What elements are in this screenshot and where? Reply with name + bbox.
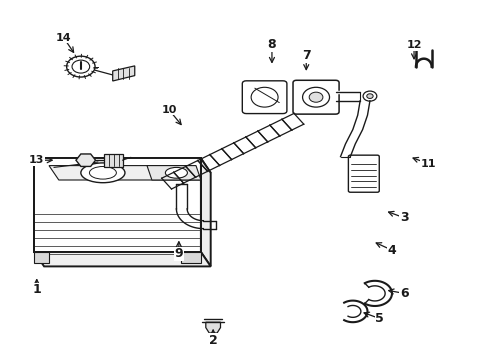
Text: 3: 3 <box>400 211 409 224</box>
Text: 13: 13 <box>29 155 45 165</box>
Ellipse shape <box>81 163 125 183</box>
Polygon shape <box>34 158 201 252</box>
Polygon shape <box>76 154 96 166</box>
Polygon shape <box>113 66 135 81</box>
FancyBboxPatch shape <box>243 81 287 114</box>
Text: 8: 8 <box>268 39 276 51</box>
Text: 7: 7 <box>302 49 311 62</box>
FancyBboxPatch shape <box>348 155 379 192</box>
Polygon shape <box>147 166 201 180</box>
Text: 10: 10 <box>161 105 177 115</box>
Polygon shape <box>104 154 122 167</box>
Polygon shape <box>201 158 211 266</box>
Polygon shape <box>49 166 201 180</box>
Ellipse shape <box>67 56 95 77</box>
Ellipse shape <box>251 87 278 107</box>
Text: 9: 9 <box>174 247 183 260</box>
Ellipse shape <box>367 94 373 98</box>
Text: 11: 11 <box>421 159 437 169</box>
Polygon shape <box>34 252 49 263</box>
Polygon shape <box>34 252 211 266</box>
Ellipse shape <box>89 166 116 179</box>
Text: 1: 1 <box>32 283 41 296</box>
Text: 2: 2 <box>209 334 218 347</box>
Text: 14: 14 <box>56 33 72 43</box>
Ellipse shape <box>309 92 323 102</box>
Polygon shape <box>206 322 220 333</box>
FancyBboxPatch shape <box>293 80 339 114</box>
Text: 5: 5 <box>375 312 384 325</box>
Text: 4: 4 <box>388 244 396 257</box>
Text: 6: 6 <box>400 287 409 300</box>
Ellipse shape <box>363 91 377 101</box>
Text: 12: 12 <box>406 40 422 50</box>
Ellipse shape <box>72 60 90 73</box>
Polygon shape <box>34 158 211 173</box>
Ellipse shape <box>165 167 187 178</box>
Polygon shape <box>181 252 201 263</box>
Ellipse shape <box>303 87 330 107</box>
